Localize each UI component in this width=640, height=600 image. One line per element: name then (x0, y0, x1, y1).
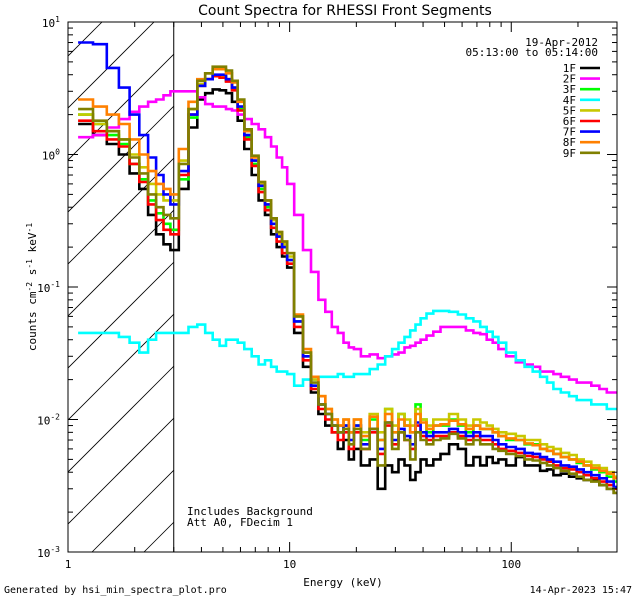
x-tick-label: 10 (283, 558, 296, 571)
background-annotation: Includes Background (187, 505, 313, 518)
chart-title: Count Spectra for RHESSI Front Segments (198, 3, 492, 19)
x-tick-label: 100 (501, 558, 521, 571)
series-line-4F (78, 309, 617, 411)
x-tick-label: 1 (65, 558, 72, 571)
y-tick-label: 10-2 (37, 413, 60, 428)
attenuator-annotation: Att A0, FDecim 1 (187, 516, 293, 529)
y-tick-label: 101 (42, 15, 60, 30)
hatch-line (0, 0, 160, 552)
axes: 1 10 100 10-3 10-2 10-1 100 101 (37, 15, 618, 571)
series-layer (78, 41, 617, 495)
legend-label-4F: 4F (563, 94, 576, 107)
legend-label-9F: 9F (563, 147, 576, 160)
legend-label-5F: 5F (563, 104, 576, 117)
hatch-line (0, 0, 108, 552)
excluded-energy-hatch (0, 0, 617, 552)
time-range-label: 05:13:00 to 05:14:00 (466, 46, 598, 59)
y-tick-label: 10-1 (37, 280, 60, 295)
series-line-9F (78, 65, 617, 495)
footer-timestamp: 14-Apr-2023 15:47 (529, 585, 632, 596)
legend-label-6F: 6F (563, 115, 576, 128)
hatch-line (68, 22, 311, 265)
date-label: 19-Apr-2012 (525, 36, 598, 49)
x-axis-label: Energy (keV) (303, 576, 382, 589)
footer-generated-by: Generated by hsi_min_spectra_plot.pro (4, 585, 227, 596)
legend-label-8F: 8F (563, 136, 576, 149)
legend-label-1F: 1F (563, 62, 576, 75)
hatch-line (68, 22, 363, 317)
legend-label-7F: 7F (563, 126, 576, 139)
y-tick-label: 100 (42, 148, 60, 163)
legend-label-2F: 2F (563, 73, 576, 86)
legend-label-3F: 3F (563, 83, 576, 96)
y-tick-label: 10-3 (37, 545, 60, 560)
y-axis-label: counts cm-2 s-1 keV-1 (25, 223, 39, 351)
